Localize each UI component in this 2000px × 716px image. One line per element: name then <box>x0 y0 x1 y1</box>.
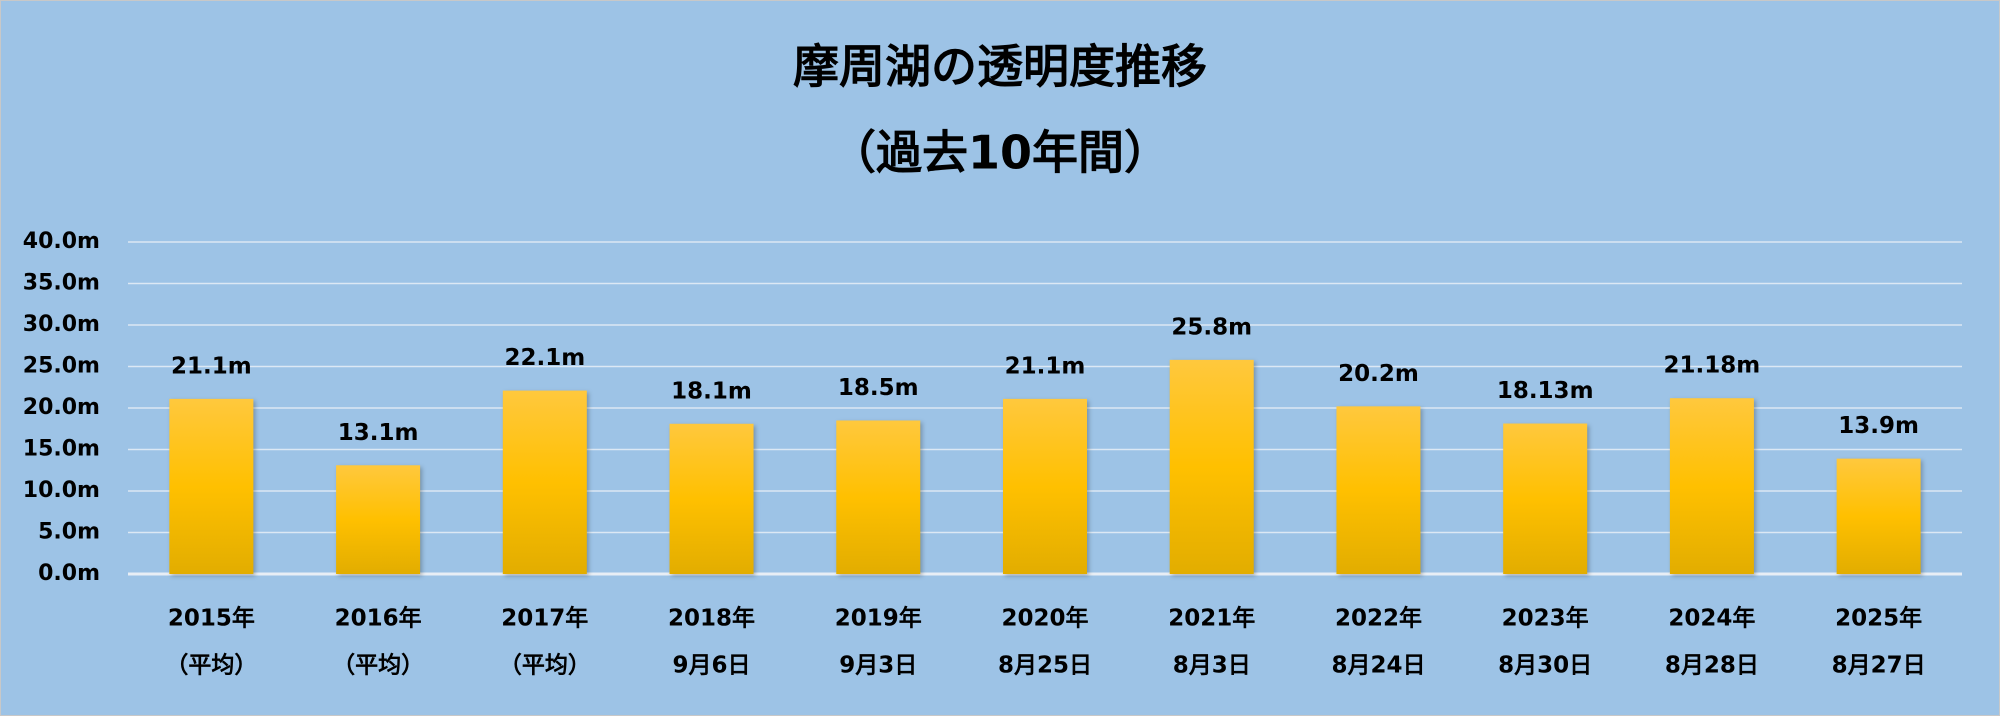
x-tick-label: （平均） <box>332 652 424 679</box>
bar <box>169 398 254 574</box>
x-tick-label: 8月27日 <box>1832 653 1926 679</box>
bar <box>836 420 921 574</box>
value-label: 21.18m <box>1664 353 1761 379</box>
x-tick-label: 2020年 <box>1001 605 1088 632</box>
x-tick-label: 9月3日 <box>839 653 917 679</box>
value-label: 13.1m <box>338 420 419 446</box>
y-tick-label: 40.0m <box>23 229 100 254</box>
value-label: 22.1m <box>504 345 585 371</box>
x-tick-label: 2018年 <box>668 605 755 632</box>
x-tick-label: （平均） <box>499 652 591 679</box>
y-tick-label: 25.0m <box>23 354 100 379</box>
y-tick-label: 10.0m <box>23 478 100 503</box>
y-tick-label: 5.0m <box>38 520 100 545</box>
value-label: 18.13m <box>1497 378 1594 404</box>
x-tick-label: 2015年 <box>168 605 255 632</box>
x-tick-label: 8月28日 <box>1665 653 1759 679</box>
bar <box>1003 398 1087 574</box>
y-tick-label: 20.0m <box>23 395 100 420</box>
bar <box>669 423 754 574</box>
x-tick-label: 8月3日 <box>1173 653 1251 679</box>
x-tick-label: 2017年 <box>501 605 588 632</box>
x-tick-label: 2022年 <box>1335 605 1422 632</box>
chart-subtitle: （過去10年間） <box>830 126 1170 180</box>
value-label: 21.1m <box>1005 353 1086 379</box>
value-label: 18.5m <box>838 375 919 401</box>
x-tick-label: 2025年 <box>1835 605 1922 632</box>
y-tick-label: 30.0m <box>23 312 100 337</box>
bar <box>336 465 421 574</box>
x-tick-label: 2021年 <box>1168 605 1255 632</box>
bar <box>1836 458 1921 574</box>
bar <box>1336 406 1421 574</box>
y-tick-label: 0.0m <box>38 561 100 586</box>
value-label: 18.1m <box>671 378 752 404</box>
chart-title: 摩周湖の透明度推移 <box>793 40 1207 94</box>
bar <box>1169 359 1254 574</box>
value-label: 20.2m <box>1338 361 1419 387</box>
y-tick-label: 15.0m <box>23 437 100 462</box>
x-tick-label: （平均） <box>165 652 257 679</box>
x-tick-label: 2023年 <box>1502 605 1589 632</box>
x-tick-label: 2016年 <box>335 605 422 632</box>
bar <box>1669 398 1754 574</box>
value-label: 13.9m <box>1838 413 1919 439</box>
x-tick-label: 2019年 <box>835 605 922 632</box>
y-tick-label: 35.0m <box>23 271 100 296</box>
bar <box>502 390 587 574</box>
x-tick-label: 8月24日 <box>1331 653 1425 679</box>
x-tick-label: 2024年 <box>1668 605 1755 632</box>
bar <box>1503 423 1588 574</box>
x-tick-label: 9月6日 <box>673 653 751 679</box>
value-label: 25.8m <box>1171 314 1252 340</box>
x-tick-label: 8月30日 <box>1498 653 1592 679</box>
value-label: 21.1m <box>171 353 252 379</box>
x-tick-label: 8月25日 <box>998 653 1092 679</box>
